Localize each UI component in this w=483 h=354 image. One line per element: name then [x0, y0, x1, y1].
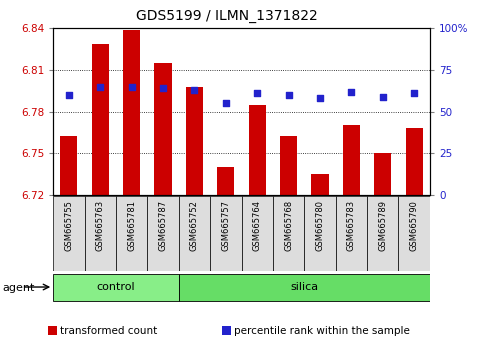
- Bar: [374, 153, 391, 195]
- Bar: [210, 196, 242, 271]
- Bar: [249, 104, 266, 195]
- Text: GSM665768: GSM665768: [284, 200, 293, 251]
- Bar: [147, 196, 179, 271]
- Text: GSM665787: GSM665787: [158, 200, 168, 251]
- Bar: [53, 196, 85, 271]
- Text: GSM665752: GSM665752: [190, 200, 199, 251]
- Text: GSM665755: GSM665755: [64, 200, 73, 251]
- Bar: [280, 137, 297, 195]
- Bar: [312, 174, 328, 195]
- Bar: [53, 274, 179, 301]
- Point: [411, 90, 418, 96]
- Text: silica: silica: [290, 282, 318, 292]
- Point: [285, 92, 293, 98]
- Bar: [155, 63, 171, 195]
- Point: [222, 101, 230, 106]
- Text: control: control: [97, 282, 135, 292]
- Text: transformed count: transformed count: [60, 326, 157, 336]
- Bar: [367, 196, 398, 271]
- Bar: [85, 196, 116, 271]
- Bar: [123, 30, 140, 195]
- Point: [348, 89, 355, 95]
- Point: [379, 94, 387, 99]
- Bar: [273, 196, 304, 271]
- Bar: [242, 196, 273, 271]
- Text: GSM665783: GSM665783: [347, 200, 356, 251]
- Point: [128, 84, 135, 90]
- Point: [97, 84, 104, 90]
- Text: GSM665757: GSM665757: [221, 200, 230, 251]
- Bar: [304, 196, 336, 271]
- Point: [253, 90, 261, 96]
- Point: [316, 95, 324, 101]
- Bar: [336, 196, 367, 271]
- Bar: [116, 196, 147, 271]
- Point: [191, 87, 199, 93]
- Text: GDS5199 / ILMN_1371822: GDS5199 / ILMN_1371822: [136, 9, 318, 23]
- Bar: [343, 125, 360, 195]
- Bar: [217, 167, 234, 195]
- Text: GSM665790: GSM665790: [410, 200, 419, 251]
- Point: [159, 85, 167, 91]
- Bar: [186, 87, 203, 195]
- Bar: [60, 137, 77, 195]
- Bar: [398, 196, 430, 271]
- Text: GSM665764: GSM665764: [253, 200, 262, 251]
- Text: GSM665789: GSM665789: [378, 200, 387, 251]
- Text: GSM665781: GSM665781: [127, 200, 136, 251]
- Bar: [179, 196, 210, 271]
- Bar: [406, 128, 423, 195]
- Text: percentile rank within the sample: percentile rank within the sample: [234, 326, 410, 336]
- Text: GSM665780: GSM665780: [315, 200, 325, 251]
- Text: agent: agent: [2, 283, 35, 293]
- Bar: [92, 44, 109, 195]
- Text: GSM665763: GSM665763: [96, 200, 105, 251]
- Point: [65, 92, 73, 98]
- Bar: [179, 274, 430, 301]
